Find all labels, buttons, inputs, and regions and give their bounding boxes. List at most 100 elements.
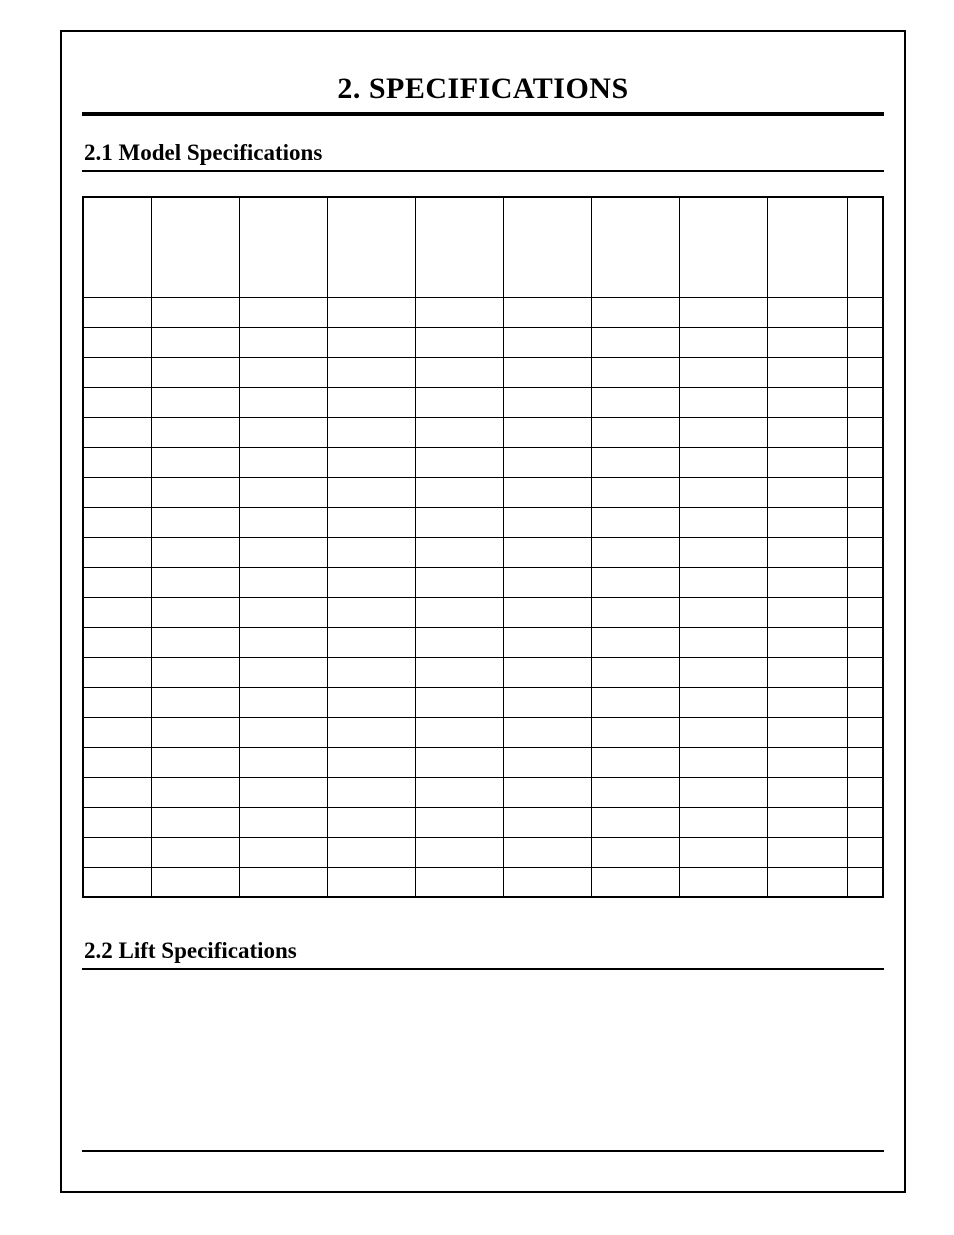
table-cell [767, 297, 847, 327]
table-cell [847, 777, 883, 807]
table-header-cell [767, 197, 847, 297]
table-cell [591, 867, 679, 897]
table-cell [767, 747, 847, 777]
table-cell [767, 507, 847, 537]
table-cell [679, 837, 767, 867]
table-header-cell [327, 197, 415, 297]
table-cell [503, 567, 591, 597]
table-cell [503, 327, 591, 357]
table-cell [239, 327, 327, 357]
table-cell [591, 537, 679, 567]
table-cell [327, 357, 415, 387]
table-cell [767, 657, 847, 687]
table-cell [679, 747, 767, 777]
table-cell [151, 417, 239, 447]
table-cell [503, 717, 591, 747]
section-2-1-title: 2.1 Model Specifications [82, 140, 884, 166]
table-cell [679, 777, 767, 807]
table-cell [679, 627, 767, 657]
table-cell [83, 417, 151, 447]
table-header-cell [83, 197, 151, 297]
table-cell [415, 387, 503, 417]
table-cell [847, 417, 883, 447]
table-cell [415, 627, 503, 657]
table-cell [591, 807, 679, 837]
table-cell [415, 747, 503, 777]
table-cell [327, 477, 415, 507]
table-cell [503, 537, 591, 567]
table-cell [679, 417, 767, 447]
table-cell [591, 327, 679, 357]
table-cell [847, 837, 883, 867]
table-cell [83, 747, 151, 777]
table-row [83, 477, 883, 507]
table-cell [847, 537, 883, 567]
section-2-2-rule [82, 968, 884, 970]
table-cell [151, 297, 239, 327]
table-cell [83, 777, 151, 807]
table-cell [503, 807, 591, 837]
table-row [83, 657, 883, 687]
table-row [83, 777, 883, 807]
table-cell [591, 477, 679, 507]
table-cell [151, 327, 239, 357]
table-row [83, 567, 883, 597]
table-cell [503, 297, 591, 327]
table-cell [591, 717, 679, 747]
table-cell [503, 387, 591, 417]
table-cell [679, 597, 767, 627]
table-cell [503, 477, 591, 507]
table-cell [327, 537, 415, 567]
table-cell [327, 297, 415, 327]
table-cell [503, 687, 591, 717]
section-2-2-title: 2.2 Lift Specifications [82, 938, 884, 964]
table-cell [847, 657, 883, 687]
table-cell [591, 447, 679, 477]
table-cell [83, 477, 151, 507]
table-cell [83, 597, 151, 627]
table-cell [151, 837, 239, 867]
table-cell [679, 867, 767, 897]
page-content: 2. SPECIFICATIONS 2.1 Model Specificatio… [62, 32, 904, 1172]
table-cell [415, 687, 503, 717]
table-row [83, 447, 883, 477]
table-cell [767, 867, 847, 897]
table-cell [83, 447, 151, 477]
table-cell [767, 807, 847, 837]
table-cell [591, 747, 679, 777]
table-row [83, 507, 883, 537]
table-cell [591, 597, 679, 627]
table-cell [151, 387, 239, 417]
table-cell [239, 747, 327, 777]
table-cell [151, 777, 239, 807]
table-cell [327, 597, 415, 627]
table-cell [327, 867, 415, 897]
table-cell [151, 747, 239, 777]
table-row [83, 357, 883, 387]
table-header-row [83, 197, 883, 297]
table-row [83, 687, 883, 717]
table-cell [239, 417, 327, 447]
table-cell [83, 717, 151, 747]
table-row [83, 717, 883, 747]
table-row [83, 417, 883, 447]
table-cell [151, 447, 239, 477]
table-cell [239, 537, 327, 567]
table-cell [591, 687, 679, 717]
table-cell [503, 597, 591, 627]
table-cell [239, 777, 327, 807]
table-cell [83, 357, 151, 387]
table-cell [327, 567, 415, 597]
table-cell [679, 507, 767, 537]
table-cell [239, 687, 327, 717]
table-cell [415, 717, 503, 747]
table-cell [415, 807, 503, 837]
table-cell [327, 447, 415, 477]
table-cell [847, 807, 883, 837]
table-cell [151, 807, 239, 837]
table-cell [239, 357, 327, 387]
table-cell [239, 297, 327, 327]
table-cell [327, 627, 415, 657]
table-body [83, 197, 883, 897]
table-row [83, 327, 883, 357]
